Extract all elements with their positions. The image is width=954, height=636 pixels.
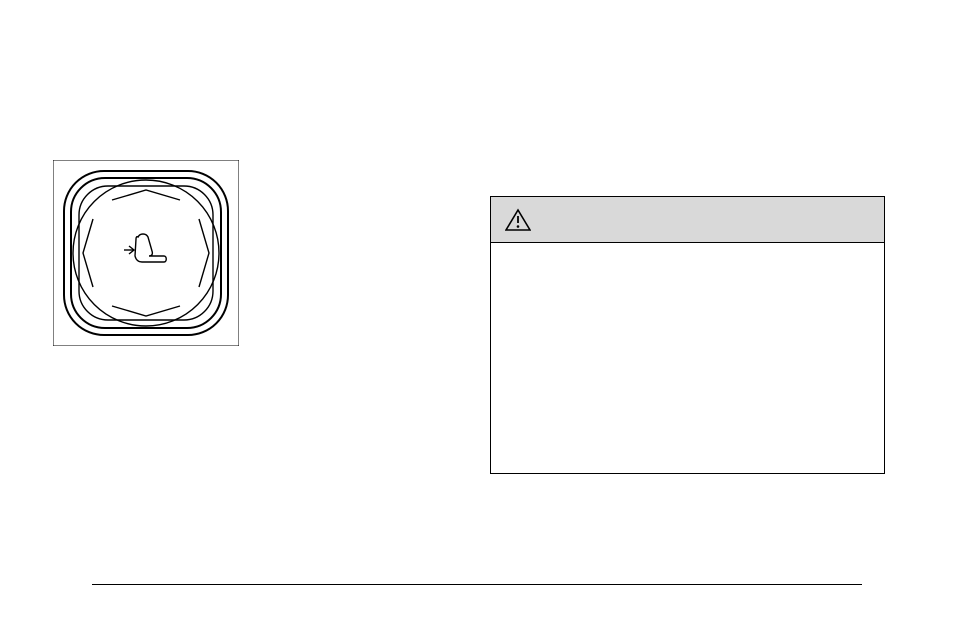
control-pad-diagram — [53, 160, 239, 351]
warning-triangle-icon — [505, 208, 531, 232]
warning-box — [490, 196, 885, 474]
footer-rule — [92, 584, 862, 585]
warning-header — [491, 197, 884, 243]
control-pad-svg — [53, 160, 239, 346]
manual-page — [0, 0, 954, 636]
